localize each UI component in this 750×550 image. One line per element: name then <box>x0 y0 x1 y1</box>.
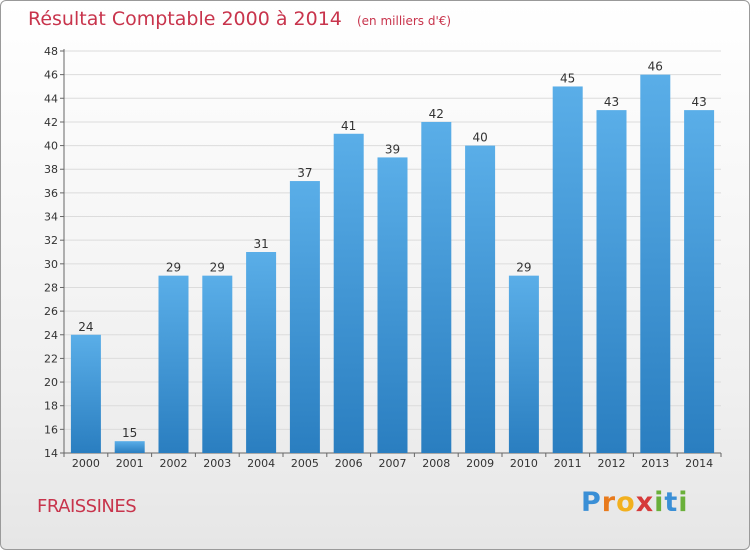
logo-letter: P <box>581 487 602 518</box>
bar <box>684 110 715 453</box>
x-tick-label: 2010 <box>510 457 538 470</box>
data-label: 24 <box>78 320 93 334</box>
x-tick-label: 2002 <box>160 457 188 470</box>
bar <box>246 252 277 453</box>
logo-letter: i <box>678 487 689 518</box>
y-tick-label: 34 <box>44 211 58 224</box>
data-label: 31 <box>253 237 268 251</box>
x-tick-label: 2001 <box>116 457 144 470</box>
y-tick-label: 36 <box>44 187 58 200</box>
y-tick-label: 22 <box>44 352 58 365</box>
data-label: 29 <box>166 261 181 275</box>
x-tick-label: 2008 <box>422 457 450 470</box>
bar <box>114 441 145 453</box>
x-tick-label: 2007 <box>379 457 407 470</box>
data-label: 40 <box>472 131 487 145</box>
x-tick-label: 2009 <box>466 457 494 470</box>
y-tick-label: 14 <box>44 447 58 460</box>
chart-unit-note: (en milliers d'€) <box>356 14 452 28</box>
x-tick-label: 2000 <box>72 457 100 470</box>
bar <box>158 275 189 453</box>
bar <box>377 157 408 454</box>
logo-letter: x <box>635 487 655 518</box>
x-tick-label: 2013 <box>641 457 669 470</box>
y-tick-label: 30 <box>44 258 58 271</box>
y-tick-label: 18 <box>44 400 58 413</box>
data-label: 43 <box>691 95 706 109</box>
bar <box>508 275 539 453</box>
data-label: 39 <box>385 142 400 156</box>
bar <box>70 334 101 453</box>
y-tick-label: 24 <box>44 329 58 342</box>
x-tick-label: 2006 <box>335 457 363 470</box>
data-label: 45 <box>560 71 575 85</box>
y-tick-label: 20 <box>44 376 58 389</box>
x-tick-label: 2003 <box>203 457 231 470</box>
data-label: 43 <box>604 95 619 109</box>
data-label: 29 <box>516 261 531 275</box>
data-label: 42 <box>429 107 444 121</box>
bar <box>289 181 320 453</box>
place-name: FRAISSINES <box>37 496 137 517</box>
y-tick-label: 40 <box>44 140 58 153</box>
bar <box>596 110 627 453</box>
x-tick-label: 2004 <box>247 457 275 470</box>
y-tick-label: 48 <box>44 45 58 58</box>
bar <box>640 74 671 453</box>
x-tick-label: 2011 <box>554 457 582 470</box>
y-tick-label: 38 <box>44 163 58 176</box>
data-label: 29 <box>210 261 225 275</box>
data-labels: 24 15 29 29 31 37 41 39 42 40 29 45 43 46 43 <box>78 60 706 441</box>
y-tick-label: 42 <box>44 116 58 129</box>
axes: 14 16 18 20 22 24 26 28 30 32 34 36 38 40 42 44 46 48 2000… <box>44 45 722 470</box>
bar <box>552 86 583 454</box>
logo-letter: i <box>654 487 665 518</box>
y-tick-label: 46 <box>44 69 58 82</box>
data-label: 46 <box>648 60 663 74</box>
bars <box>70 74 715 454</box>
logo-letter: r <box>601 487 617 518</box>
y-tick-label: 28 <box>44 281 58 294</box>
bar <box>465 145 496 453</box>
y-tick-label: 16 <box>44 423 58 436</box>
bar <box>421 121 452 454</box>
y-tick-label: 26 <box>44 305 58 318</box>
x-tick-label: 2014 <box>685 457 713 470</box>
x-tick-label: 2012 <box>598 457 626 470</box>
data-label: 37 <box>297 166 312 180</box>
chart-title: Résultat Comptable 2000 à 2014 <box>28 8 342 30</box>
data-label: 41 <box>341 119 356 133</box>
proxiti-logo: Proxiti <box>581 487 689 518</box>
bar <box>333 133 364 453</box>
y-tick-label: 44 <box>44 92 58 105</box>
bar <box>202 275 233 453</box>
logo-letter: t <box>664 487 679 518</box>
y-tick-label: 32 <box>44 234 58 247</box>
x-tick-label: 2005 <box>291 457 319 470</box>
logo-letter: o <box>616 487 636 518</box>
title-row: Résultat Comptable 2000 à 2014 (en milli… <box>28 8 451 30</box>
data-label: 15 <box>122 426 137 440</box>
